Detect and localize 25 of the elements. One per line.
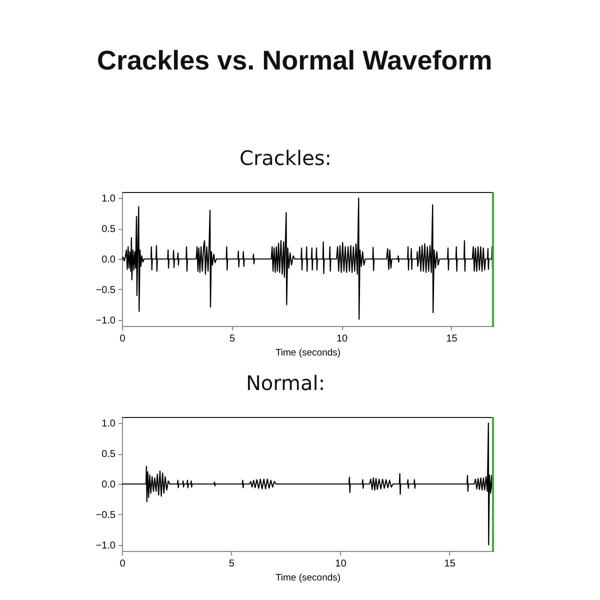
x-tick-label: 0 xyxy=(120,334,126,344)
chart-subtitle: Crackles: xyxy=(239,146,332,170)
y-tick-label: −1.0 xyxy=(96,540,116,552)
x-tick-label: 5 xyxy=(229,334,236,344)
y-tick-label: −0.5 xyxy=(96,510,116,521)
line-series xyxy=(122,422,493,546)
chart-title: Crackles vs. Normal Waveform xyxy=(97,46,492,76)
x-tick-label: 0 xyxy=(120,558,126,570)
x-tick-label: 15 xyxy=(446,334,458,344)
line-series xyxy=(122,198,493,320)
y-tick-label: −1.0 xyxy=(96,315,116,326)
y-tick-label: 1.0 xyxy=(102,418,116,430)
y-tick-label: 1.0 xyxy=(102,194,116,205)
x-axis-title: Time (seconds) xyxy=(275,572,341,584)
x-tick-label: 10 xyxy=(336,334,348,344)
chart-subtitle: Normal: xyxy=(246,371,326,395)
y-tick-label: 0.5 xyxy=(102,449,116,460)
y-tick-label: −0.5 xyxy=(96,284,116,296)
y-tick-label: 0.0 xyxy=(102,480,116,490)
x-axis-title: Time (seconds) xyxy=(275,348,341,358)
x-tick-label: 15 xyxy=(444,558,456,570)
x-tick-label: 5 xyxy=(228,558,235,570)
y-tick-label: 0.5 xyxy=(102,224,116,236)
y-tick-label: 0.0 xyxy=(102,254,116,266)
x-tick-label: 10 xyxy=(335,558,347,570)
